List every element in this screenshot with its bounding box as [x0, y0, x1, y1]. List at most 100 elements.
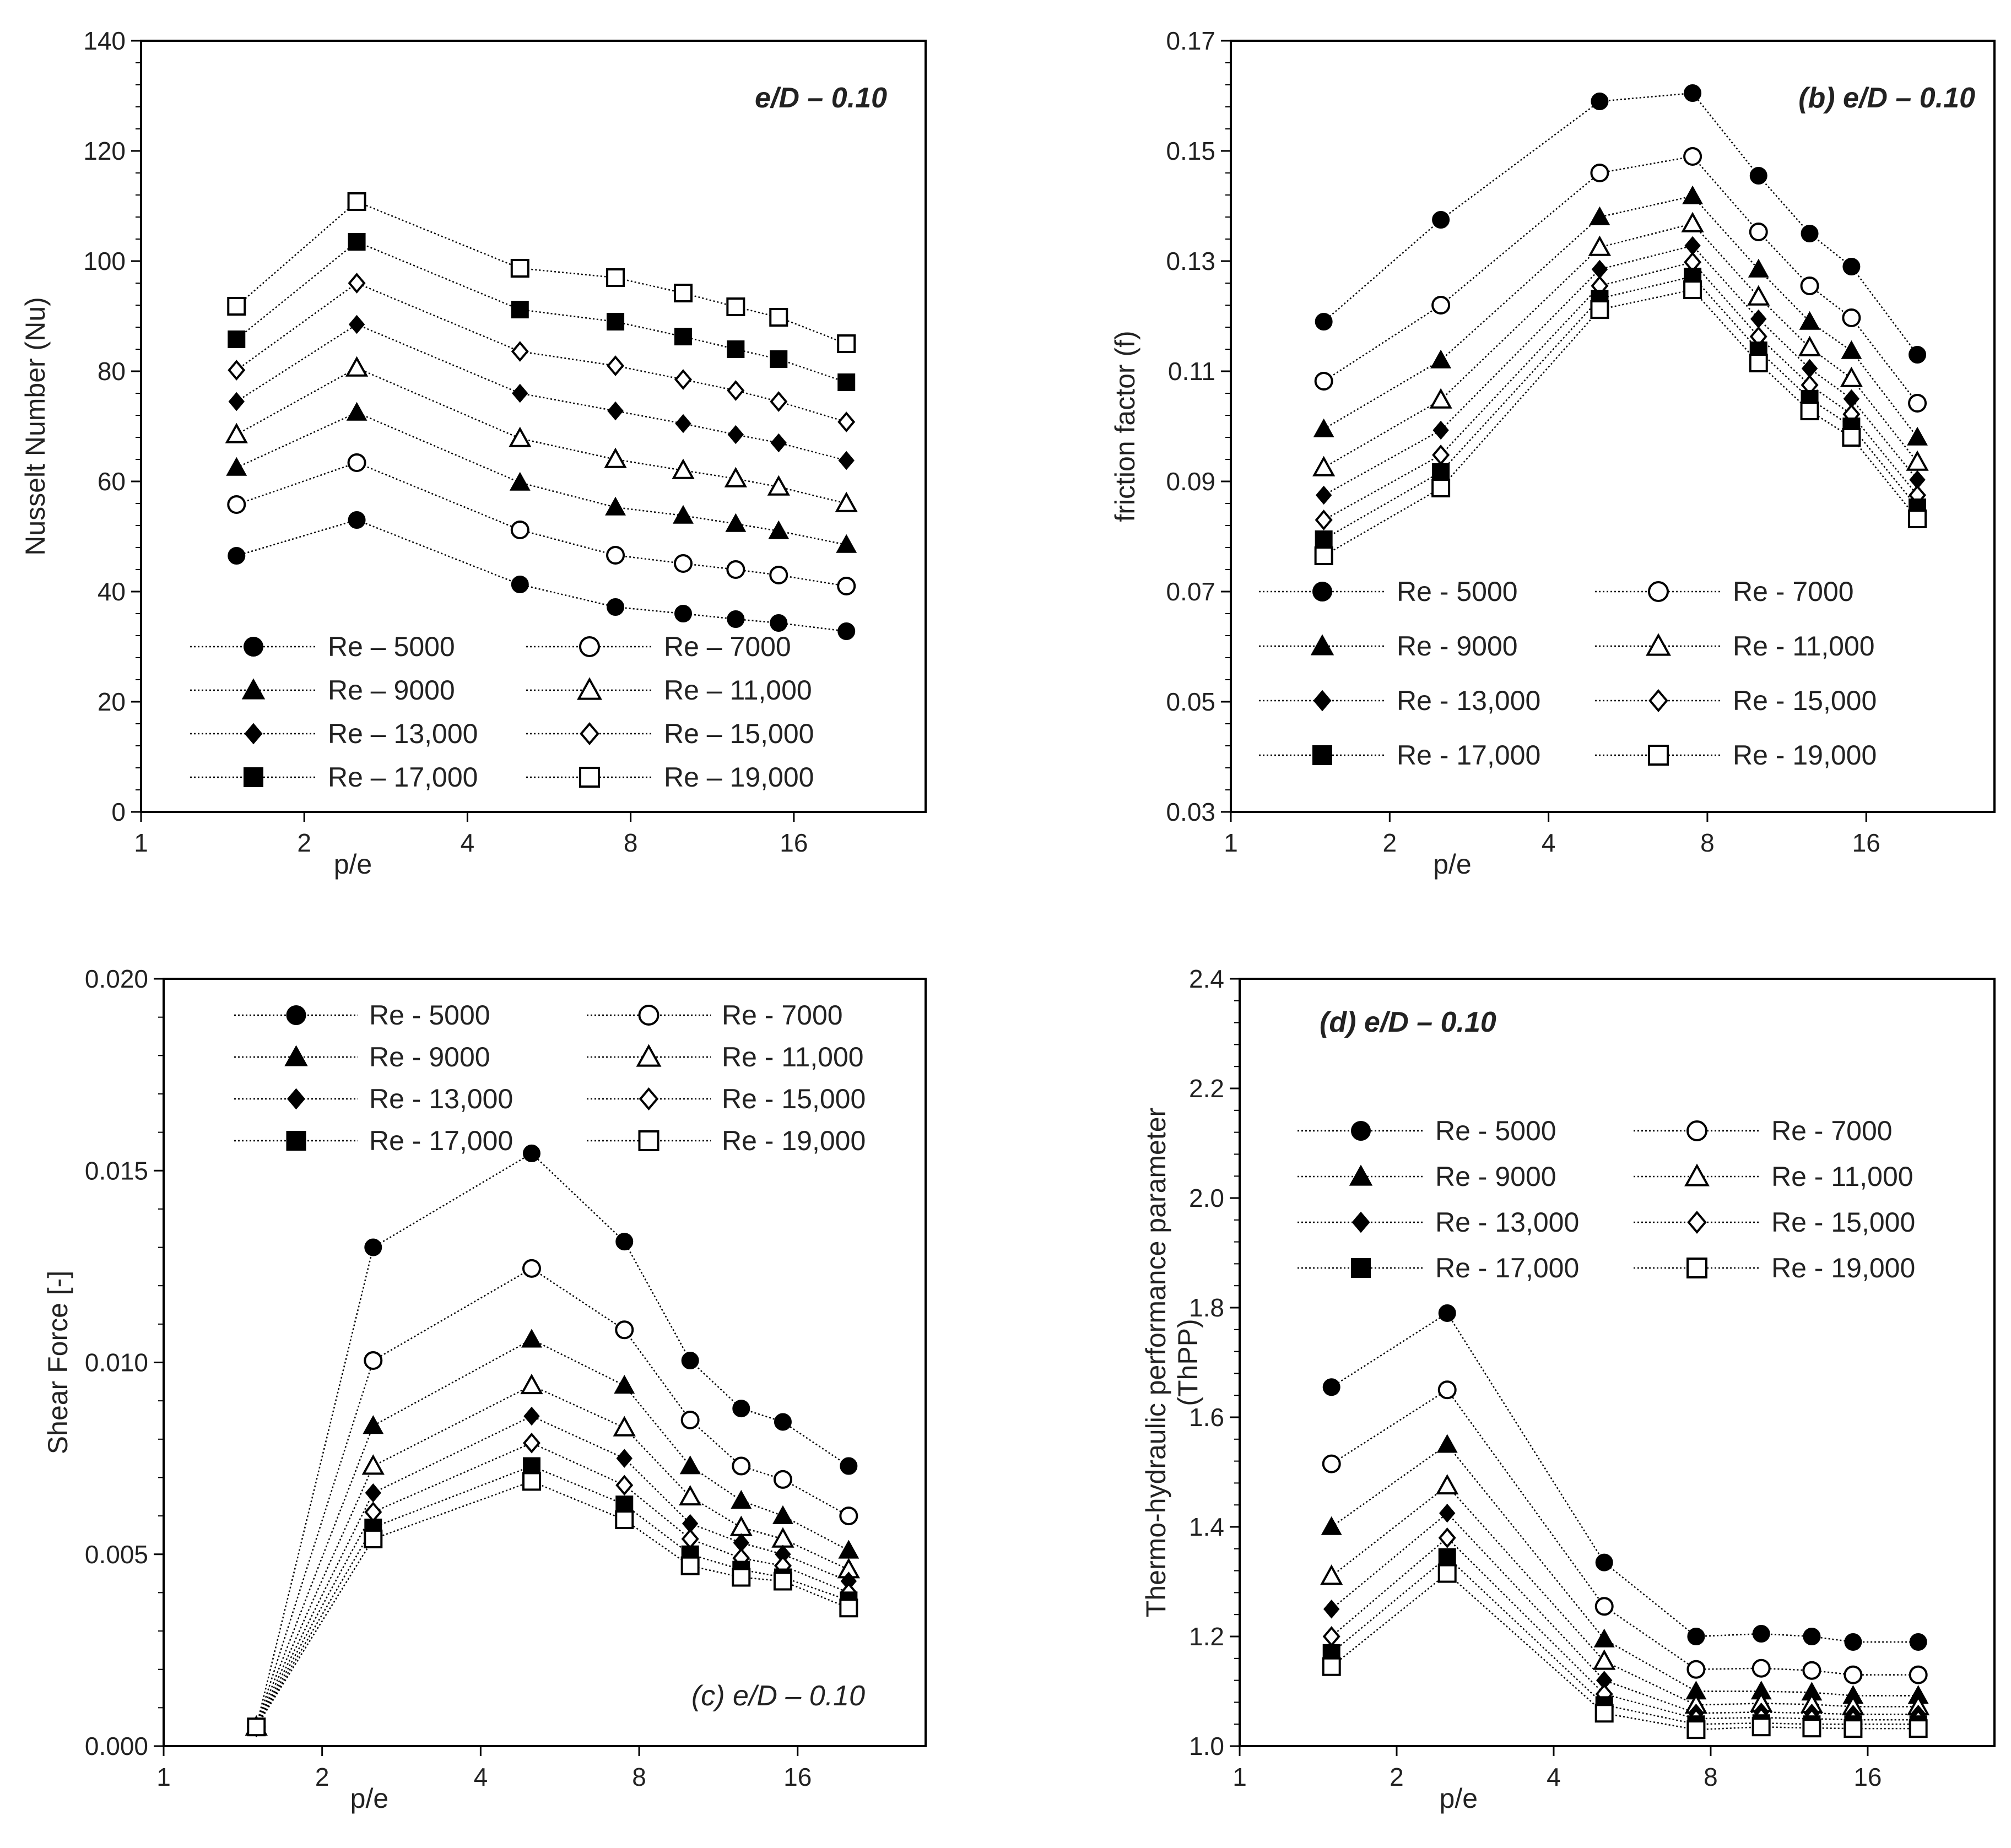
data-point	[522, 1259, 541, 1278]
data-point	[509, 472, 531, 491]
data-point	[1844, 1719, 1863, 1738]
series-5	[1322, 1527, 1927, 1731]
y-tick-label: 0.05	[1166, 687, 1215, 716]
legend-label: Re - 19,000	[1733, 740, 1877, 771]
series-line	[1323, 223, 1918, 469]
data-point	[1684, 84, 1702, 102]
data-point	[364, 1529, 383, 1548]
series-line	[236, 367, 847, 505]
data-point	[1315, 530, 1333, 548]
series-line	[1331, 1389, 1918, 1676]
y-axis-label: Thermo-hydraulic performance parameter(T…	[1140, 1108, 1203, 1617]
data-point	[1907, 426, 1928, 446]
data-point	[727, 425, 744, 445]
data-point	[1908, 510, 1927, 528]
legend-marker	[579, 636, 600, 657]
y-tick-label: 0.07	[1166, 577, 1215, 606]
legend-marker	[1686, 1120, 1707, 1141]
data-point	[1429, 388, 1452, 409]
data-point	[680, 1556, 700, 1575]
data-point	[1749, 223, 1768, 241]
data-point	[837, 622, 856, 640]
data-point	[1595, 1553, 1613, 1571]
data-point	[606, 546, 625, 565]
x-tick-label: 2	[1383, 828, 1397, 857]
y-axis-label-line: (ThPP)	[1172, 1319, 1203, 1406]
data-point	[346, 402, 367, 421]
legend-marker	[1646, 633, 1671, 656]
data-point	[838, 451, 855, 470]
data-point	[732, 1568, 751, 1587]
data-point	[613, 1416, 636, 1437]
series-0	[1322, 1304, 1927, 1651]
data-point	[727, 610, 745, 628]
data-point	[363, 1415, 384, 1434]
data-point	[1314, 372, 1333, 391]
data-point	[512, 383, 528, 403]
legend-label: Re - 9000	[1397, 631, 1518, 662]
legend-marker	[244, 767, 263, 787]
y-tick-label: 20	[98, 687, 126, 716]
x-tick-label: 1	[1232, 1763, 1247, 1791]
x-tick-label: 1	[1224, 828, 1238, 857]
data-point	[511, 576, 529, 593]
data-point	[673, 284, 693, 302]
data-point	[1432, 420, 1449, 440]
legend-label: Re - 13,000	[369, 1083, 513, 1114]
data-point	[605, 496, 626, 516]
data-point	[732, 1400, 750, 1418]
legend: Re – 5000 Re – 7000 Re – 9000 Re – 11,000 Re…	[190, 631, 814, 793]
data-point	[1438, 1304, 1456, 1322]
data-point	[839, 1598, 858, 1618]
data-point	[522, 1432, 540, 1454]
legend-marker	[1687, 1211, 1707, 1234]
legend-marker	[1310, 634, 1334, 655]
y-axis-label: Nusselt Number (Nu)	[20, 297, 51, 556]
series-line	[236, 200, 847, 345]
series-0	[247, 1144, 858, 1736]
series-line	[1323, 92, 1918, 355]
data-point	[607, 355, 625, 376]
y-tick-label: 60	[98, 467, 126, 496]
legend-marker	[241, 678, 266, 700]
data-point	[615, 1475, 634, 1496]
data-point	[228, 392, 245, 411]
data-point	[615, 1495, 634, 1514]
x-tick-label: 4	[1547, 1763, 1561, 1791]
series-line	[1331, 1484, 1918, 1708]
y-tick-label: 1.8	[1189, 1293, 1224, 1322]
data-point	[1436, 1474, 1459, 1495]
data-point	[773, 1571, 792, 1591]
data-point	[1591, 93, 1609, 110]
data-point	[1322, 1626, 1340, 1647]
data-point	[1802, 1661, 1821, 1680]
series-line	[236, 411, 847, 546]
data-point	[348, 273, 366, 294]
data-point	[247, 1717, 266, 1737]
data-point	[510, 521, 529, 539]
data-point	[674, 369, 693, 390]
legend-label: Re - 5000	[369, 1000, 490, 1031]
legend-label: Re - 7000	[1733, 576, 1854, 607]
data-point	[726, 560, 745, 579]
data-point	[1842, 258, 1861, 275]
chart-b: 0.03 0.05 0.07 0.09 0.11 0.13 0.15 0.17 1 2 4 8 16 p/…	[1110, 26, 1996, 880]
data-point	[347, 192, 366, 211]
data-point	[770, 391, 788, 412]
data-point	[511, 301, 529, 318]
legend-label: Re - 5000	[1397, 576, 1518, 607]
y-axis-label: Shear Force [-]	[42, 1271, 73, 1454]
data-point	[1593, 1649, 1616, 1670]
legend-label: Re – 17,000	[328, 762, 478, 793]
data-point	[1431, 296, 1451, 315]
data-point	[1909, 1633, 1927, 1651]
y-tick-label: 1.4	[1189, 1513, 1224, 1541]
legend-label: Re - 19,000	[722, 1125, 866, 1156]
data-point	[1798, 335, 1821, 356]
legend-label: Re - 11,000	[1771, 1161, 1913, 1192]
data-point	[616, 1449, 633, 1468]
series-line	[256, 1338, 849, 1727]
data-point	[839, 1506, 858, 1526]
data-point	[226, 457, 247, 476]
data-point	[1432, 463, 1450, 481]
